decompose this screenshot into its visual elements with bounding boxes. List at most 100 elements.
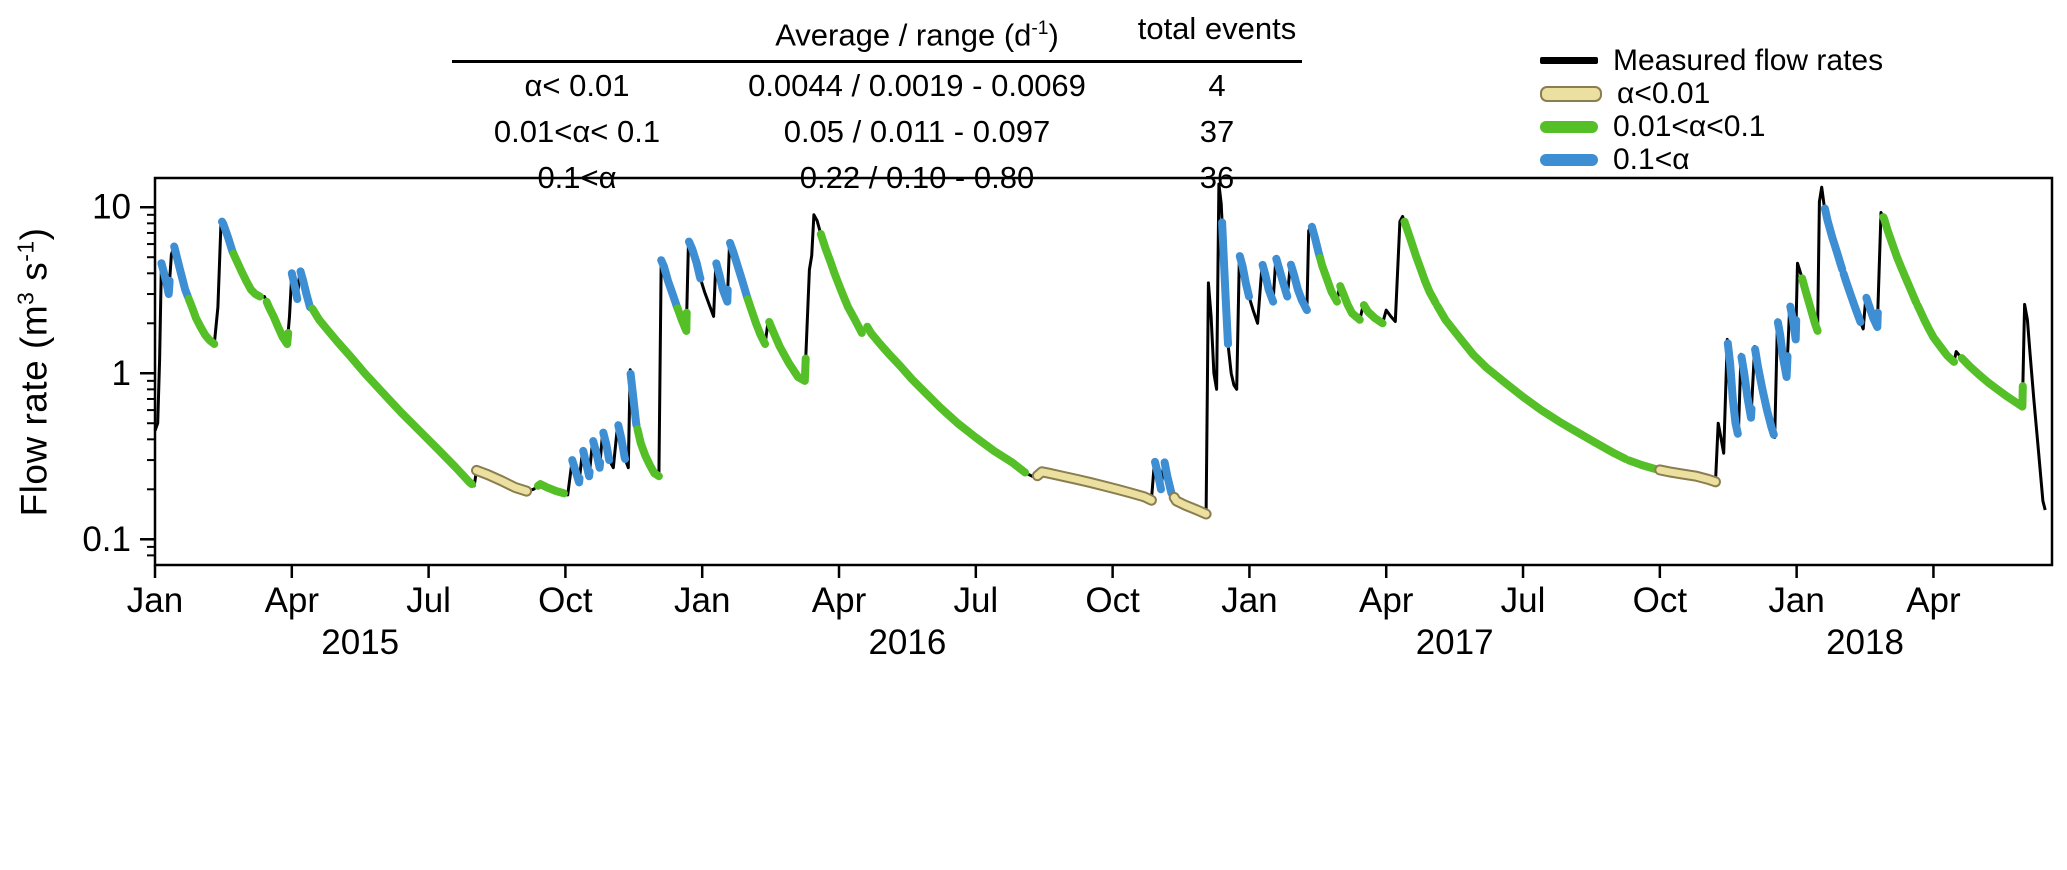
segment-alpha-mid bbox=[633, 425, 663, 481]
segment-alpha-high bbox=[1218, 218, 1232, 348]
x-tick-label: Oct bbox=[1085, 581, 1140, 620]
segment-alpha-high bbox=[614, 421, 630, 463]
segment-alpha-high bbox=[1272, 254, 1292, 301]
table-header-avg-range: Average / range (d-1) bbox=[702, 6, 1132, 64]
segment-alpha-high bbox=[296, 267, 315, 312]
measured-flow-path bbox=[153, 182, 2047, 516]
segment-alpha-mid bbox=[308, 304, 476, 489]
table-row-events: 37 bbox=[1199, 114, 1235, 150]
segment-alpha-mid bbox=[1316, 254, 1341, 306]
x-tick-label: Jan bbox=[127, 581, 183, 620]
x-tick-label: Apr bbox=[812, 581, 867, 620]
legend-label: 0.01<α<0.1 bbox=[1613, 109, 1766, 143]
segment-alpha-mid bbox=[816, 230, 866, 337]
segment-alpha-high bbox=[712, 259, 732, 306]
table-header-total-events: total events bbox=[1132, 6, 1302, 64]
x-year-label: 2015 bbox=[321, 623, 399, 662]
y-tick-label: 10 bbox=[92, 188, 131, 227]
segment-alpha-high bbox=[287, 269, 302, 303]
x-tick-label: Apr bbox=[265, 581, 320, 620]
recession-segments bbox=[157, 204, 2027, 520]
segment-alpha-mid bbox=[184, 294, 219, 348]
segment-alpha-mid bbox=[1336, 282, 1364, 324]
table-row-avg-range: 0.22 / 0.10 - 0.80 bbox=[799, 160, 1035, 196]
table-row-label: 0.01<α< 0.1 bbox=[493, 114, 661, 150]
x-year-label: 2016 bbox=[868, 623, 946, 662]
segment-alpha-high bbox=[1307, 222, 1325, 262]
segment-alpha-mid bbox=[1957, 354, 2027, 411]
legend: Measured flow rates α<0.01 0.01<α<0.1 0.… bbox=[1540, 44, 1883, 176]
segment-alpha-high bbox=[589, 437, 605, 472]
table-row-events: 4 bbox=[1208, 68, 1226, 104]
segment-alpha-high bbox=[1235, 252, 1253, 301]
x-tick-label: Apr bbox=[1906, 581, 1961, 620]
segment-alpha-high bbox=[726, 238, 752, 302]
x-tick-label: Oct bbox=[1633, 581, 1688, 620]
segment-alpha-mid bbox=[765, 318, 810, 385]
segment-alpha-mid bbox=[1400, 217, 1440, 307]
segment-alpha-mid bbox=[534, 480, 568, 498]
measured-flow-line bbox=[153, 182, 2047, 516]
segment-alpha-high bbox=[1737, 353, 1756, 422]
segment-alpha-high bbox=[1286, 260, 1311, 315]
table-header-blank bbox=[452, 6, 702, 64]
segment-alpha-low bbox=[1656, 466, 1719, 486]
segment-alpha-high bbox=[1160, 458, 1176, 497]
segment-alpha-high bbox=[685, 237, 705, 283]
table-row-label: 0.1<α bbox=[537, 160, 617, 196]
x-tick-label: Jul bbox=[1501, 581, 1546, 620]
alpha-high-swatch bbox=[1540, 153, 1598, 166]
alpha-mid-swatch bbox=[1540, 120, 1598, 133]
x-tick-label: Jul bbox=[953, 581, 998, 620]
segment-alpha-high bbox=[1151, 457, 1165, 494]
y-tick-label: 1 bbox=[112, 354, 131, 393]
measured-line-swatch bbox=[1540, 57, 1598, 64]
segment-alpha-high bbox=[1258, 260, 1278, 306]
segment-alpha-high bbox=[1773, 318, 1792, 381]
segment-alpha-high bbox=[1862, 293, 1882, 331]
legend-item-measured: Measured flow rates bbox=[1540, 44, 1883, 77]
x-tick-label: Oct bbox=[538, 581, 593, 620]
segment-alpha-high bbox=[157, 259, 174, 298]
segment-alpha-high bbox=[599, 428, 614, 465]
segment-alpha-mid bbox=[1433, 301, 1630, 463]
segment-alpha-low bbox=[1033, 468, 1155, 504]
segment-alpha-high bbox=[1751, 345, 1778, 439]
x-tick-label: Jul bbox=[406, 581, 451, 620]
table-row-avg-range: 0.05 / 0.011 - 0.097 bbox=[783, 114, 1051, 150]
segment-alpha-mid bbox=[1913, 301, 1958, 366]
segment-alpha-high bbox=[1786, 302, 1801, 344]
tick-labels: 0.1 1 10 Jan Apr Jul Oct Jan Apr Jul Oct Jan Apr Jul O… bbox=[82, 188, 1961, 662]
segment-alpha-high bbox=[568, 456, 584, 487]
table-row-events: 36 bbox=[1199, 160, 1235, 196]
segment-alpha-low bbox=[473, 466, 531, 495]
segment-alpha-mid bbox=[863, 322, 1030, 477]
segment-alpha-low bbox=[1170, 493, 1210, 518]
plot-frame bbox=[153, 176, 2054, 567]
segment-alpha-mid bbox=[1359, 301, 1387, 328]
segment-alpha-mid bbox=[1879, 213, 1921, 307]
axes bbox=[140, 205, 1935, 578]
x-tick-label: Jan bbox=[674, 581, 730, 620]
segment-alpha-mid bbox=[262, 297, 293, 348]
x-tick-label: Jan bbox=[1221, 581, 1277, 620]
segment-alpha-high bbox=[218, 217, 237, 257]
alpha-low-swatch bbox=[1540, 85, 1602, 102]
x-tick-label: Apr bbox=[1359, 581, 1414, 620]
legend-item-alpha-high: 0.1<α bbox=[1540, 143, 1883, 176]
segment-alpha-high bbox=[1723, 339, 1742, 438]
legend-label: Measured flow rates bbox=[1613, 43, 1884, 77]
x-year-label: 2018 bbox=[1826, 623, 1904, 662]
segment-alpha-mid bbox=[673, 304, 691, 335]
table-row-label: α< 0.01 bbox=[524, 68, 630, 104]
segment-alpha-high bbox=[1839, 269, 1865, 326]
stats-table: Average / range (d-1) total events α< 0.… bbox=[452, 6, 1302, 201]
table-row-avg-range: 0.0044 / 0.0019 - 0.0069 bbox=[748, 68, 1086, 104]
segment-alpha-high bbox=[579, 446, 594, 481]
segment-alpha-high bbox=[657, 256, 682, 313]
segment-alpha-high bbox=[1820, 204, 1847, 274]
y-axis-title: Flow rate (m3 s-1) bbox=[12, 227, 55, 517]
segment-alpha-high bbox=[170, 242, 192, 301]
